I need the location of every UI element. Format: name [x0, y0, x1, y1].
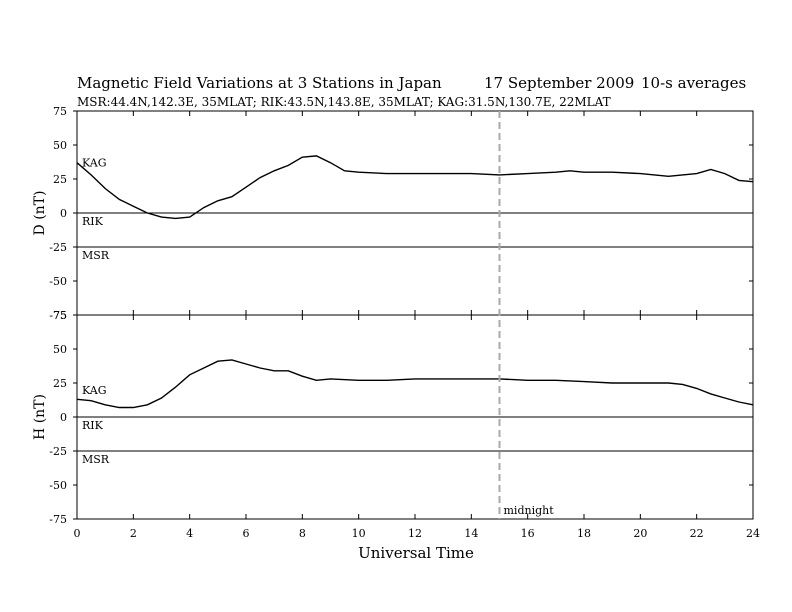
x-tick-label: 0 [74, 527, 81, 540]
station-label-msr: MSR [82, 453, 110, 466]
x-axis-label: Universal Time [358, 544, 474, 562]
x-tick-label: 24 [746, 527, 760, 540]
station-label-kag: KAG [82, 157, 107, 170]
x-tick-label: 18 [577, 527, 591, 540]
x-tick-label: 8 [299, 527, 306, 540]
series-line-kag [76, 155, 754, 220]
x-tick-label: 2 [130, 527, 137, 540]
x-tick-label: 4 [186, 527, 193, 540]
chart-date: 17 September 2009 [484, 74, 634, 92]
y-tick-label: -75 [49, 309, 67, 322]
y-tick-label: 0 [60, 207, 67, 220]
series-line-kag [76, 359, 754, 409]
y-tick-label: 25 [53, 173, 67, 186]
chart-title: Magnetic Field Variations at 3 Stations … [77, 74, 442, 92]
x-tick-label: 22 [690, 527, 704, 540]
midnight-label: midnight [504, 504, 555, 517]
y-tick-label: 25 [53, 377, 67, 390]
y-axis-label: H (nT) [32, 394, 48, 440]
panel-d: 75 50 25 0 -25 -50 -75 D (nT) KAG RIK MSR [32, 105, 754, 322]
y-tick-label: -25 [49, 445, 67, 458]
y-tick-label: -50 [49, 275, 67, 288]
chart-averaging: 10-s averages [641, 74, 746, 92]
y-axis-label: D (nT) [32, 191, 48, 236]
x-tick-label: 6 [243, 527, 250, 540]
y-tick-label: -75 [49, 513, 67, 526]
x-tick-label: 12 [408, 527, 422, 540]
midnight-overlay: midnight [498, 111, 555, 519]
x-tick-label: 16 [521, 527, 535, 540]
x-tick-label: 10 [352, 527, 366, 540]
y-tick-label: 50 [53, 139, 67, 152]
y-tick-label: -25 [49, 241, 67, 254]
y-tick-label: 0 [60, 411, 67, 424]
station-label-rik: RIK [82, 215, 104, 228]
station-label-kag: KAG [82, 384, 107, 397]
y-tick-label: -50 [49, 479, 67, 492]
x-tick-label: 14 [464, 527, 478, 540]
y-tick-label: 75 [53, 309, 67, 322]
y-tick-label: 75 [53, 105, 67, 118]
x-tick-label: 20 [633, 527, 647, 540]
station-label-rik: RIK [82, 419, 104, 432]
station-label-msr: MSR [82, 249, 110, 262]
stations-line: MSR:44.4N,142.3E, 35MLAT; RIK:43.5N,143.… [77, 95, 611, 109]
y-tick-label: 50 [53, 343, 67, 356]
